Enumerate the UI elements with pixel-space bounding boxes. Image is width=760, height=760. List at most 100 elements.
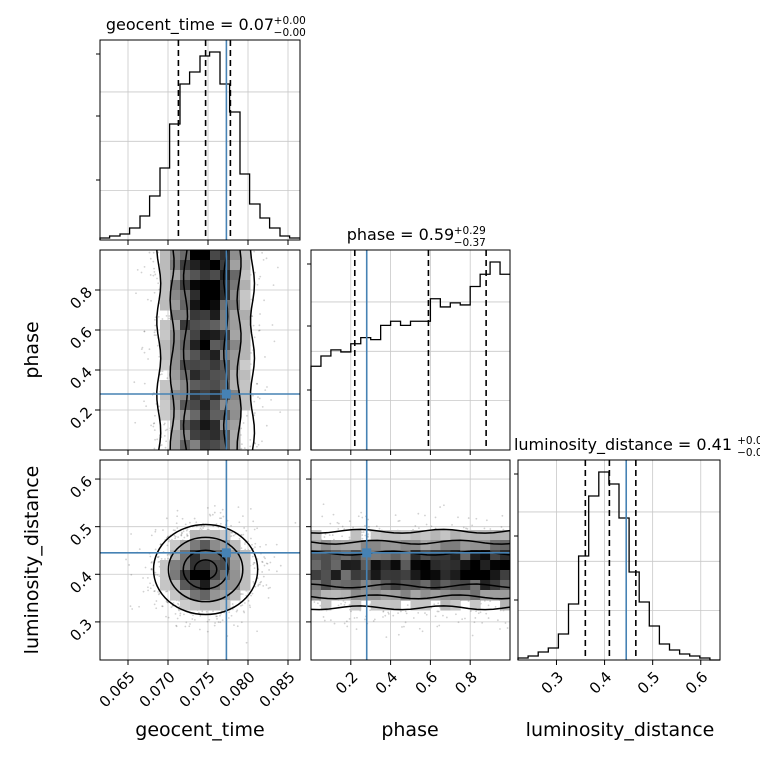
density-cell xyxy=(210,530,221,541)
sample-point xyxy=(149,257,152,260)
sample-point xyxy=(153,590,156,593)
sample-point xyxy=(186,534,189,537)
sample-point xyxy=(154,530,157,533)
sample-point xyxy=(439,506,442,508)
sample-point xyxy=(240,533,242,536)
density-cells xyxy=(160,530,251,611)
density-cell xyxy=(180,390,191,401)
density-cell xyxy=(170,410,181,421)
sample-point xyxy=(273,556,276,558)
density-cell xyxy=(160,300,171,311)
density-cell xyxy=(170,550,181,561)
sample-point xyxy=(256,630,258,633)
sample-point xyxy=(417,527,420,530)
sample-point xyxy=(430,525,433,528)
sample-point xyxy=(160,557,163,560)
density-cell xyxy=(190,260,201,271)
sample-point xyxy=(170,606,173,608)
density-cell xyxy=(160,250,171,261)
density-cell xyxy=(230,330,241,341)
sample-point xyxy=(212,610,214,613)
sample-point xyxy=(135,292,137,295)
sample-point xyxy=(382,616,384,618)
sample-point xyxy=(294,521,297,524)
scatter-panel-phase-luminosity_distance: 0.2 0.4 0.6 0.8 xyxy=(306,459,511,698)
sample-point xyxy=(265,562,268,565)
sample-point xyxy=(162,529,164,531)
density-cell xyxy=(160,580,171,591)
density-cell xyxy=(180,320,191,331)
sample-point xyxy=(240,443,243,445)
sample-point xyxy=(242,422,245,424)
density-cell xyxy=(200,530,211,541)
title-lower: −0.05 xyxy=(737,447,760,459)
density-cell xyxy=(170,420,181,431)
sample-point xyxy=(340,602,342,605)
sample-point xyxy=(168,540,170,543)
sample-point xyxy=(250,298,253,301)
sample-point xyxy=(143,330,146,333)
sample-point xyxy=(185,529,188,532)
density-cell xyxy=(170,590,181,601)
density-cell xyxy=(230,360,241,371)
sample-point xyxy=(166,601,169,604)
sample-point xyxy=(202,527,204,529)
density-cell xyxy=(230,250,241,261)
sample-point xyxy=(457,621,460,624)
sample-point xyxy=(174,529,176,532)
sample-point xyxy=(186,533,188,536)
sample-point xyxy=(176,617,179,620)
sample-point xyxy=(242,515,244,518)
sample-point xyxy=(130,573,133,576)
sample-point xyxy=(249,445,252,448)
density-cell xyxy=(240,330,251,341)
sample-point xyxy=(279,411,282,414)
contour-line xyxy=(169,250,175,450)
density-cell xyxy=(210,250,221,261)
sample-point xyxy=(319,604,322,607)
density-cell xyxy=(170,320,181,331)
sample-point xyxy=(163,435,166,437)
sample-point xyxy=(243,527,246,529)
sample-point xyxy=(166,544,169,547)
density-cell xyxy=(170,400,181,411)
density-cell xyxy=(210,260,221,271)
sample-point xyxy=(165,590,167,593)
sample-point xyxy=(471,634,474,637)
hist-panel-geocent_time: geocent_time = 0.07 +0.00−0.00 xyxy=(96,15,306,245)
density-cell xyxy=(240,360,251,371)
sample-point xyxy=(337,527,340,530)
contour-line xyxy=(167,536,244,603)
sample-point xyxy=(150,561,153,563)
sample-point xyxy=(177,536,180,538)
sample-point xyxy=(382,610,385,613)
sample-point xyxy=(252,581,255,583)
sample-point xyxy=(258,329,260,332)
sample-point xyxy=(323,536,326,538)
sample-point xyxy=(464,617,466,620)
sample-point xyxy=(164,429,167,432)
sample-point xyxy=(150,561,153,564)
sample-point xyxy=(161,318,164,320)
density-cell xyxy=(170,580,181,591)
hist-step-phase xyxy=(310,261,510,450)
density-cell xyxy=(190,330,201,341)
sample-point xyxy=(184,523,187,526)
sample-point xyxy=(481,621,484,624)
sample-point xyxy=(254,442,257,445)
contour-line xyxy=(222,250,229,450)
sample-point xyxy=(489,600,492,603)
contour-line xyxy=(249,250,256,450)
sample-point xyxy=(336,521,339,524)
density-cell xyxy=(210,280,221,291)
sample-point xyxy=(181,517,184,520)
density-cell xyxy=(220,370,231,381)
density-cell xyxy=(240,550,251,561)
sample-point xyxy=(221,508,224,511)
sample-point xyxy=(154,438,156,441)
sample-point xyxy=(209,514,212,517)
sample-point xyxy=(208,618,211,621)
density-cell xyxy=(180,340,191,351)
sample-point xyxy=(345,620,348,623)
density-cell xyxy=(230,420,241,431)
